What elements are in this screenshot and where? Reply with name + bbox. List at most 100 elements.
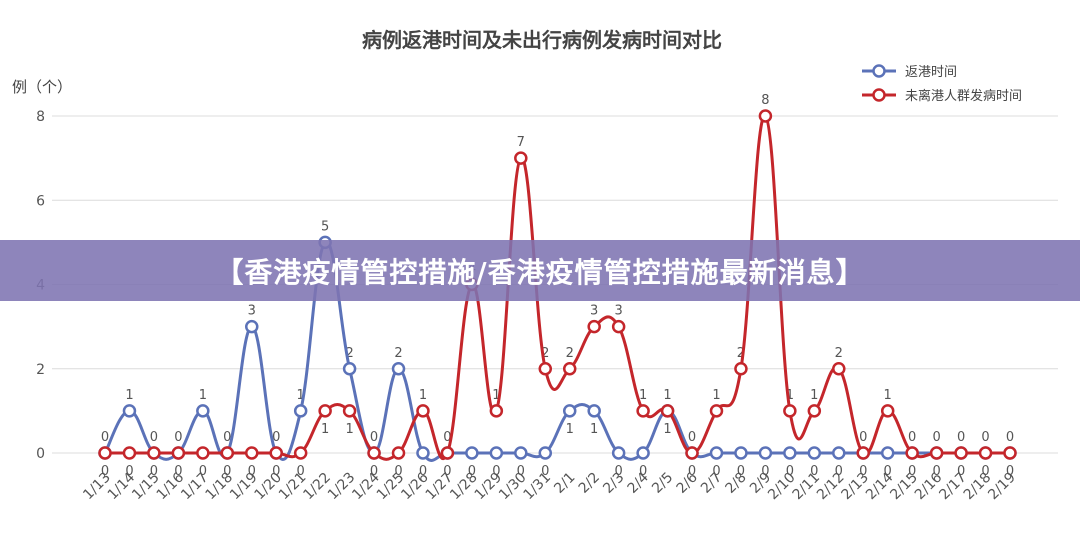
data-label: 0 xyxy=(884,464,892,479)
data-point xyxy=(807,404,822,418)
data-label: 0 xyxy=(786,464,794,479)
series-group: 0 1 0 0 1 0 3 0 1 5 2 0 2 0 0 0 0 0 0 1 1 0 0 1 0 0 0 0 0 0 0 0 0 0 0 0 0 0 0 0… xyxy=(98,93,1017,479)
data-point xyxy=(489,446,504,460)
data-label: 8 xyxy=(761,93,769,108)
data-point xyxy=(562,362,577,376)
data-point xyxy=(342,404,357,418)
data-label: 0 xyxy=(517,464,525,479)
data-label: 7 xyxy=(517,135,525,150)
data-label: 0 xyxy=(688,464,696,479)
data-label: 1 xyxy=(639,388,647,403)
data-label: 2 xyxy=(541,346,549,361)
data-point xyxy=(220,446,235,460)
data-label: 1 xyxy=(321,422,329,437)
data-point xyxy=(734,446,748,460)
data-point xyxy=(856,446,870,460)
data-label: 1 xyxy=(663,422,671,437)
data-point xyxy=(1003,446,1017,460)
data-label: 0 xyxy=(957,464,965,479)
data-label: 0 xyxy=(370,430,378,445)
y-tick-label: 8 xyxy=(36,109,45,125)
data-label: 0 xyxy=(150,464,158,479)
data-label: 0 xyxy=(468,464,476,479)
data-label: 0 xyxy=(932,430,940,445)
data-label: 2 xyxy=(835,346,843,361)
x-tick-label: 2/1 xyxy=(551,470,578,497)
banner-text: 【香港疫情管控措施/香港疫情管控措施最新消息】 xyxy=(215,255,865,289)
data-label: 0 xyxy=(1006,430,1014,445)
data-label: 0 xyxy=(199,464,207,479)
data-point xyxy=(122,446,137,460)
data-label: 0 xyxy=(174,464,182,479)
data-point xyxy=(783,404,797,418)
data-label: 5 xyxy=(321,219,329,234)
legend-marker xyxy=(872,64,886,78)
data-point xyxy=(367,446,381,460)
data-label: 0 xyxy=(125,464,133,479)
data-point xyxy=(807,446,822,460)
data-point xyxy=(245,446,259,460)
data-label: 2 xyxy=(345,346,353,361)
data-point xyxy=(611,319,626,334)
data-label: 0 xyxy=(615,464,623,479)
data-label: 0 xyxy=(443,464,451,479)
data-point xyxy=(391,446,406,460)
data-label: 0 xyxy=(541,464,549,479)
data-label: 1 xyxy=(566,422,574,437)
data-point xyxy=(832,362,846,376)
data-labels: 0 1 0 0 1 0 3 0 1 5 2 0 2 0 0 0 0 0 0 1 1 0 0 1 0 0 0 0 0 0 0 0 0 0 0 0 0 0 0 0… xyxy=(101,93,1014,479)
data-point xyxy=(440,446,455,460)
data-point xyxy=(514,151,528,165)
data-point xyxy=(905,446,919,460)
data-label: 1 xyxy=(345,422,353,437)
legend-item: 返港时间 xyxy=(862,64,957,80)
data-point xyxy=(489,404,504,418)
data-label: 0 xyxy=(492,464,500,479)
data-label: 0 xyxy=(150,430,158,445)
data-label: 0 xyxy=(174,430,182,445)
data-label: 3 xyxy=(615,304,623,319)
data-point xyxy=(636,404,650,418)
data-point xyxy=(538,362,553,376)
data-label: 1 xyxy=(663,388,671,403)
data-point xyxy=(391,362,406,376)
data-label: 0 xyxy=(957,430,965,445)
x-ticks: 1/131/141/151/161/171/181/191/201/211/22… xyxy=(80,469,1019,503)
data-point xyxy=(245,319,259,334)
data-label: 0 xyxy=(370,464,378,479)
data-label: 0 xyxy=(443,430,451,445)
title-banner: 【香港疫情管控措施/香港疫情管控措施最新消息】 xyxy=(0,240,1080,301)
data-label: 1 xyxy=(884,388,892,403)
data-point xyxy=(562,404,577,418)
data-point xyxy=(196,404,210,418)
data-label: 3 xyxy=(590,304,598,319)
data-label: 0 xyxy=(908,464,916,479)
data-label: 2 xyxy=(566,346,574,361)
series-2 xyxy=(98,109,1017,461)
data-label: 0 xyxy=(101,464,109,479)
data-label: 1 xyxy=(712,388,720,403)
data-point xyxy=(685,446,699,460)
data-label: 0 xyxy=(981,464,989,479)
data-label: 1 xyxy=(590,422,598,437)
data-label: 0 xyxy=(859,430,867,445)
x-tick-label: 2/2 xyxy=(576,470,603,497)
x-tick-label: 1/23 xyxy=(325,470,359,504)
data-point xyxy=(416,446,430,460)
data-point xyxy=(709,446,724,460)
data-label: 1 xyxy=(297,388,305,403)
y-tick-label: 0 xyxy=(36,446,45,462)
data-point xyxy=(880,446,895,460)
data-label: 0 xyxy=(932,464,940,479)
data-label: 0 xyxy=(272,464,280,479)
data-point xyxy=(758,109,773,123)
data-point xyxy=(538,446,553,460)
data-point xyxy=(880,404,895,418)
data-label: 0 xyxy=(297,464,305,479)
data-point xyxy=(147,446,161,460)
data-point xyxy=(611,446,626,460)
data-label: 1 xyxy=(810,388,818,403)
data-point xyxy=(587,319,601,334)
